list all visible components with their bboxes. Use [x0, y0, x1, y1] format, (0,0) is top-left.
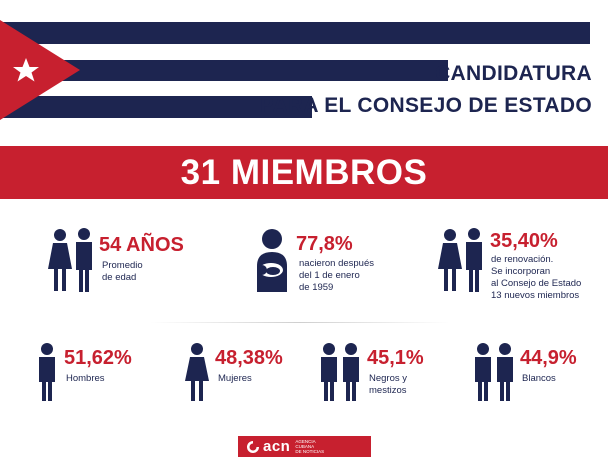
- stat-age: 54 AÑOS Promedio de edad: [48, 228, 184, 298]
- row-divider: [150, 322, 450, 323]
- man-icon: [39, 343, 55, 401]
- acn-logo: acn AGENCIA CUBANA DE NOTICIAS: [238, 436, 371, 457]
- stat-age-desc: Promedio de edad: [102, 260, 143, 283]
- stat-white-value: 44,9%: [520, 347, 577, 369]
- stat-renewal: 35,40% de renovación. Se incorporan al C…: [438, 228, 603, 303]
- stat-born-desc: nacieron después del 1 de enero de 1959: [299, 258, 374, 293]
- stat-born-value: 77,8%: [296, 233, 353, 255]
- stat-white-desc: Blancos: [522, 373, 556, 384]
- stat-black: 45,1% Negros y mestizos: [318, 343, 438, 403]
- mother-baby-icon: [257, 229, 287, 292]
- stat-women-desc: Mujeres: [218, 373, 252, 384]
- couple-icon: [438, 228, 482, 292]
- stat-age-value: 54 AÑOS: [99, 234, 184, 256]
- stat-men-value: 51,62%: [64, 347, 132, 369]
- stat-black-desc: Negros y mestizos: [369, 373, 408, 396]
- members-count: 31 MIEMBROS: [180, 152, 428, 192]
- couple-icon: [48, 228, 92, 292]
- acn-subtitle: AGENCIA CUBANA DE NOTICIAS: [295, 439, 325, 454]
- two-men-icon: [475, 343, 513, 401]
- star-icon: [13, 58, 39, 82]
- acn-brand: acn: [263, 438, 291, 455]
- members-banner: 31 MIEMBROS: [0, 146, 608, 199]
- stat-renewal-desc: de renovación. Se incorporan al Consejo …: [491, 254, 582, 301]
- stat-black-value: 45,1%: [367, 347, 424, 369]
- stat-men-desc: Hombres: [66, 373, 105, 384]
- stat-women-value: 48,38%: [215, 347, 283, 369]
- title-line-1: CANDIDATURA: [435, 62, 592, 85]
- two-men-icon: [321, 343, 359, 401]
- woman-icon: [185, 343, 209, 401]
- title-line-2: PARA EL CONSEJO DE ESTADO: [259, 94, 592, 117]
- stat-women: 48,38% Mujeres: [185, 343, 295, 403]
- acn-swirl-icon: [247, 440, 259, 453]
- cuban-flag-graphic: [0, 20, 590, 120]
- stat-renewal-value: 35,40%: [490, 230, 558, 252]
- stat-born: 77,8% nacieron después del 1 de enero de…: [252, 228, 392, 298]
- stat-white: 44,9% Blancos: [472, 343, 592, 403]
- stat-men: 51,62% Hombres: [36, 343, 146, 403]
